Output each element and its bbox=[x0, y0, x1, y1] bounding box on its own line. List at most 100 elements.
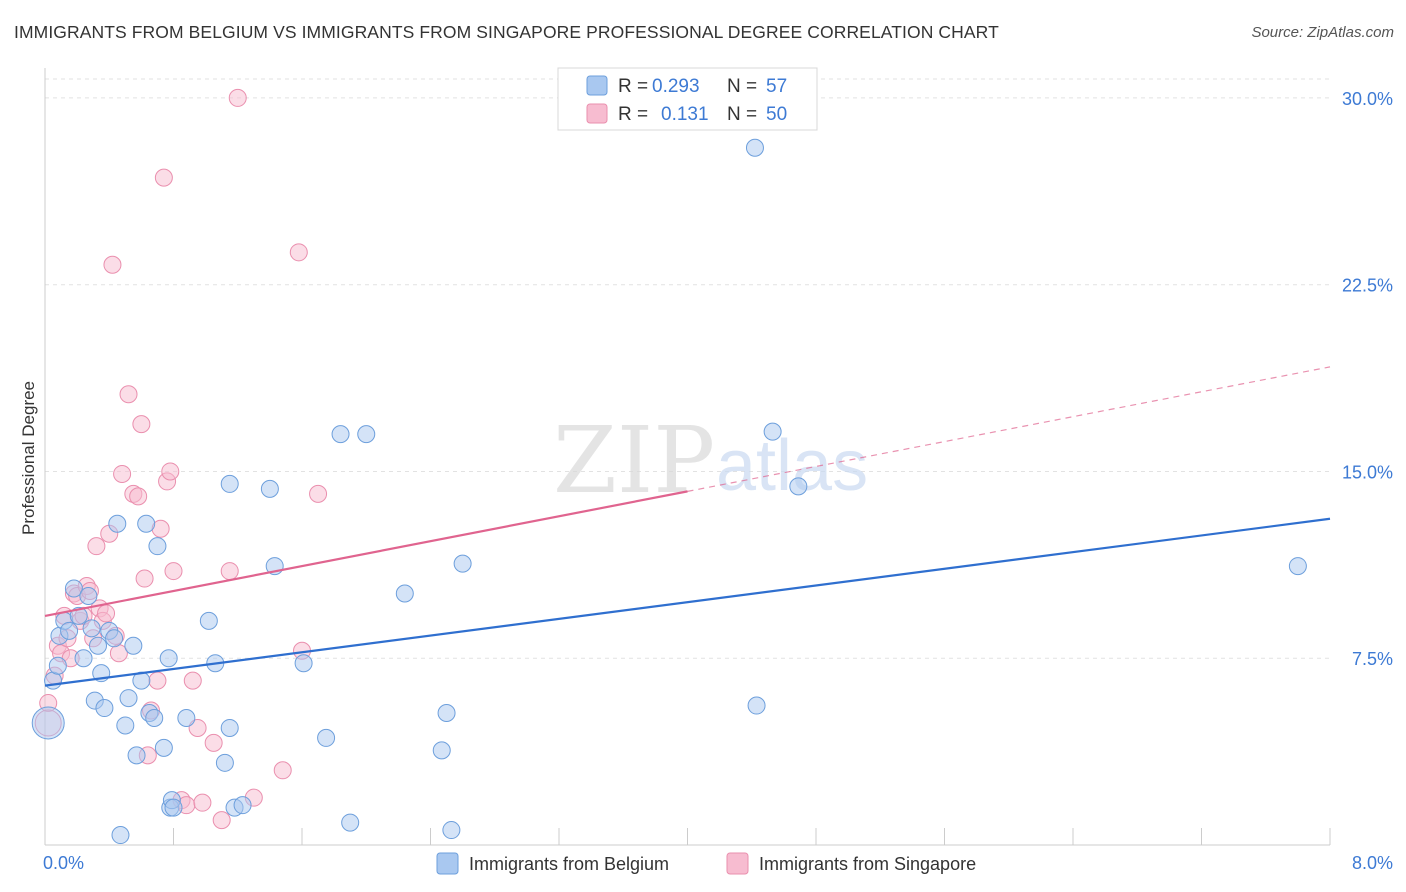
legend-singapore-n-label: N = bbox=[727, 104, 757, 125]
belgium-point bbox=[95, 699, 114, 718]
belgium-point bbox=[763, 422, 782, 441]
x-tick-label-max: 8.0% bbox=[1352, 853, 1393, 873]
singapore-point bbox=[129, 487, 148, 506]
belgium-point bbox=[69, 606, 88, 625]
singapore-point bbox=[193, 793, 212, 812]
watermark-atlas: atlas bbox=[716, 426, 868, 506]
legend-belgium-r-label: R = bbox=[618, 76, 648, 97]
singapore-point bbox=[212, 811, 231, 830]
belgium-point bbox=[145, 708, 164, 727]
belgium-point bbox=[31, 706, 65, 740]
belgium-point bbox=[137, 514, 156, 533]
belgium-point bbox=[119, 689, 138, 708]
singapore-point bbox=[183, 671, 202, 690]
singapore-point bbox=[220, 562, 239, 581]
singapore-point bbox=[309, 484, 328, 503]
belgium-point bbox=[89, 636, 108, 655]
belgium-point bbox=[331, 425, 350, 444]
legend-singapore-r-value: 0.131 bbox=[661, 104, 709, 125]
belgium-point bbox=[294, 654, 313, 673]
belgium-point bbox=[789, 477, 808, 496]
belgium-point bbox=[215, 753, 234, 772]
belgium-point bbox=[437, 704, 456, 723]
belgium-point bbox=[357, 425, 376, 444]
belgium-point bbox=[395, 584, 414, 603]
singapore-point bbox=[228, 88, 247, 107]
legend-belgium-swatch bbox=[586, 75, 608, 96]
singapore-point bbox=[148, 671, 167, 690]
singapore-point bbox=[161, 462, 180, 481]
watermark-zip: ZIP bbox=[553, 407, 715, 514]
singapore-point bbox=[164, 562, 183, 581]
belgium-point bbox=[82, 619, 101, 638]
belgium-point bbox=[199, 611, 218, 630]
belgium-point bbox=[233, 796, 252, 815]
belgium-point bbox=[116, 716, 135, 735]
bottom-legend-belgium-label: Immigrants from Belgium bbox=[469, 854, 669, 874]
y-tick-label: 15.0% bbox=[1342, 462, 1393, 482]
belgium-point bbox=[745, 138, 764, 157]
belgium-point bbox=[1288, 557, 1307, 576]
bottom-legend: Immigrants from Belgium Immigrants from … bbox=[436, 852, 976, 875]
singapore-point bbox=[119, 385, 138, 404]
singapore-point bbox=[97, 604, 116, 623]
singapore-point bbox=[273, 761, 292, 780]
belgium-points bbox=[31, 138, 1307, 845]
belgium-point bbox=[44, 671, 63, 690]
y-axis-label: Professional Degree bbox=[19, 381, 38, 535]
belgium-point bbox=[220, 474, 239, 493]
belgium-point bbox=[442, 821, 461, 840]
belgium-point bbox=[317, 728, 336, 747]
singapore-point bbox=[188, 718, 207, 737]
belgium-point bbox=[127, 746, 146, 765]
y-tick-label: 7.5% bbox=[1352, 649, 1393, 669]
belgium-point bbox=[108, 514, 127, 533]
belgium-point bbox=[154, 738, 173, 757]
singapore-point bbox=[113, 464, 132, 483]
axes: 0.0% 8.0% bbox=[43, 68, 1393, 873]
belgium-point bbox=[111, 826, 130, 845]
gridlines: 7.5% 15.0% 22.5% 30.0% bbox=[45, 78, 1393, 669]
legend-belgium-r-value: 0.293 bbox=[652, 76, 700, 97]
singapore-point bbox=[154, 168, 173, 187]
x-tick-label-min: 0.0% bbox=[43, 853, 84, 873]
singapore-point bbox=[135, 569, 154, 588]
bottom-legend-belgium-swatch bbox=[436, 852, 459, 875]
singapore-point bbox=[103, 255, 122, 274]
singapore-point bbox=[87, 537, 106, 556]
trend-lines bbox=[44, 366, 1331, 687]
belgium-point bbox=[60, 621, 79, 640]
belgium-point bbox=[164, 798, 183, 817]
belgium-point bbox=[105, 629, 124, 648]
y-tick-label: 22.5% bbox=[1342, 276, 1393, 296]
belgium-point bbox=[453, 554, 472, 573]
belgium-point bbox=[159, 649, 178, 668]
singapore-point bbox=[289, 243, 308, 262]
source-label: Source: ZipAtlas.com bbox=[1251, 24, 1394, 41]
belgium-point bbox=[432, 741, 451, 760]
belgium-point bbox=[220, 718, 239, 737]
legend-belgium-n-value: 57 bbox=[766, 76, 787, 97]
belgium-point bbox=[747, 696, 766, 715]
legend-belgium-n-label: N = bbox=[727, 76, 757, 97]
belgium-point bbox=[124, 636, 143, 655]
watermark: ZIP atlas bbox=[553, 407, 868, 514]
belgium-trend-line bbox=[44, 517, 1331, 687]
belgium-point bbox=[148, 537, 167, 556]
belgium-point bbox=[260, 479, 279, 498]
legend-singapore-r-label: R = bbox=[618, 104, 648, 125]
singapore-point bbox=[204, 733, 223, 752]
legend-singapore-swatch bbox=[586, 103, 608, 124]
y-tick-label: 30.0% bbox=[1342, 89, 1393, 109]
bottom-legend-singapore-label: Immigrants from Singapore bbox=[759, 854, 976, 874]
belgium-point bbox=[177, 708, 196, 727]
belgium-point bbox=[79, 586, 98, 605]
belgium-point bbox=[341, 813, 360, 832]
belgium-point bbox=[48, 656, 67, 675]
singapore-point bbox=[132, 415, 151, 434]
legend-singapore-n-value: 50 bbox=[766, 104, 787, 125]
bottom-legend-singapore-swatch bbox=[726, 852, 749, 875]
singapore-trend-line bbox=[44, 490, 688, 617]
belgium-point bbox=[64, 579, 83, 598]
